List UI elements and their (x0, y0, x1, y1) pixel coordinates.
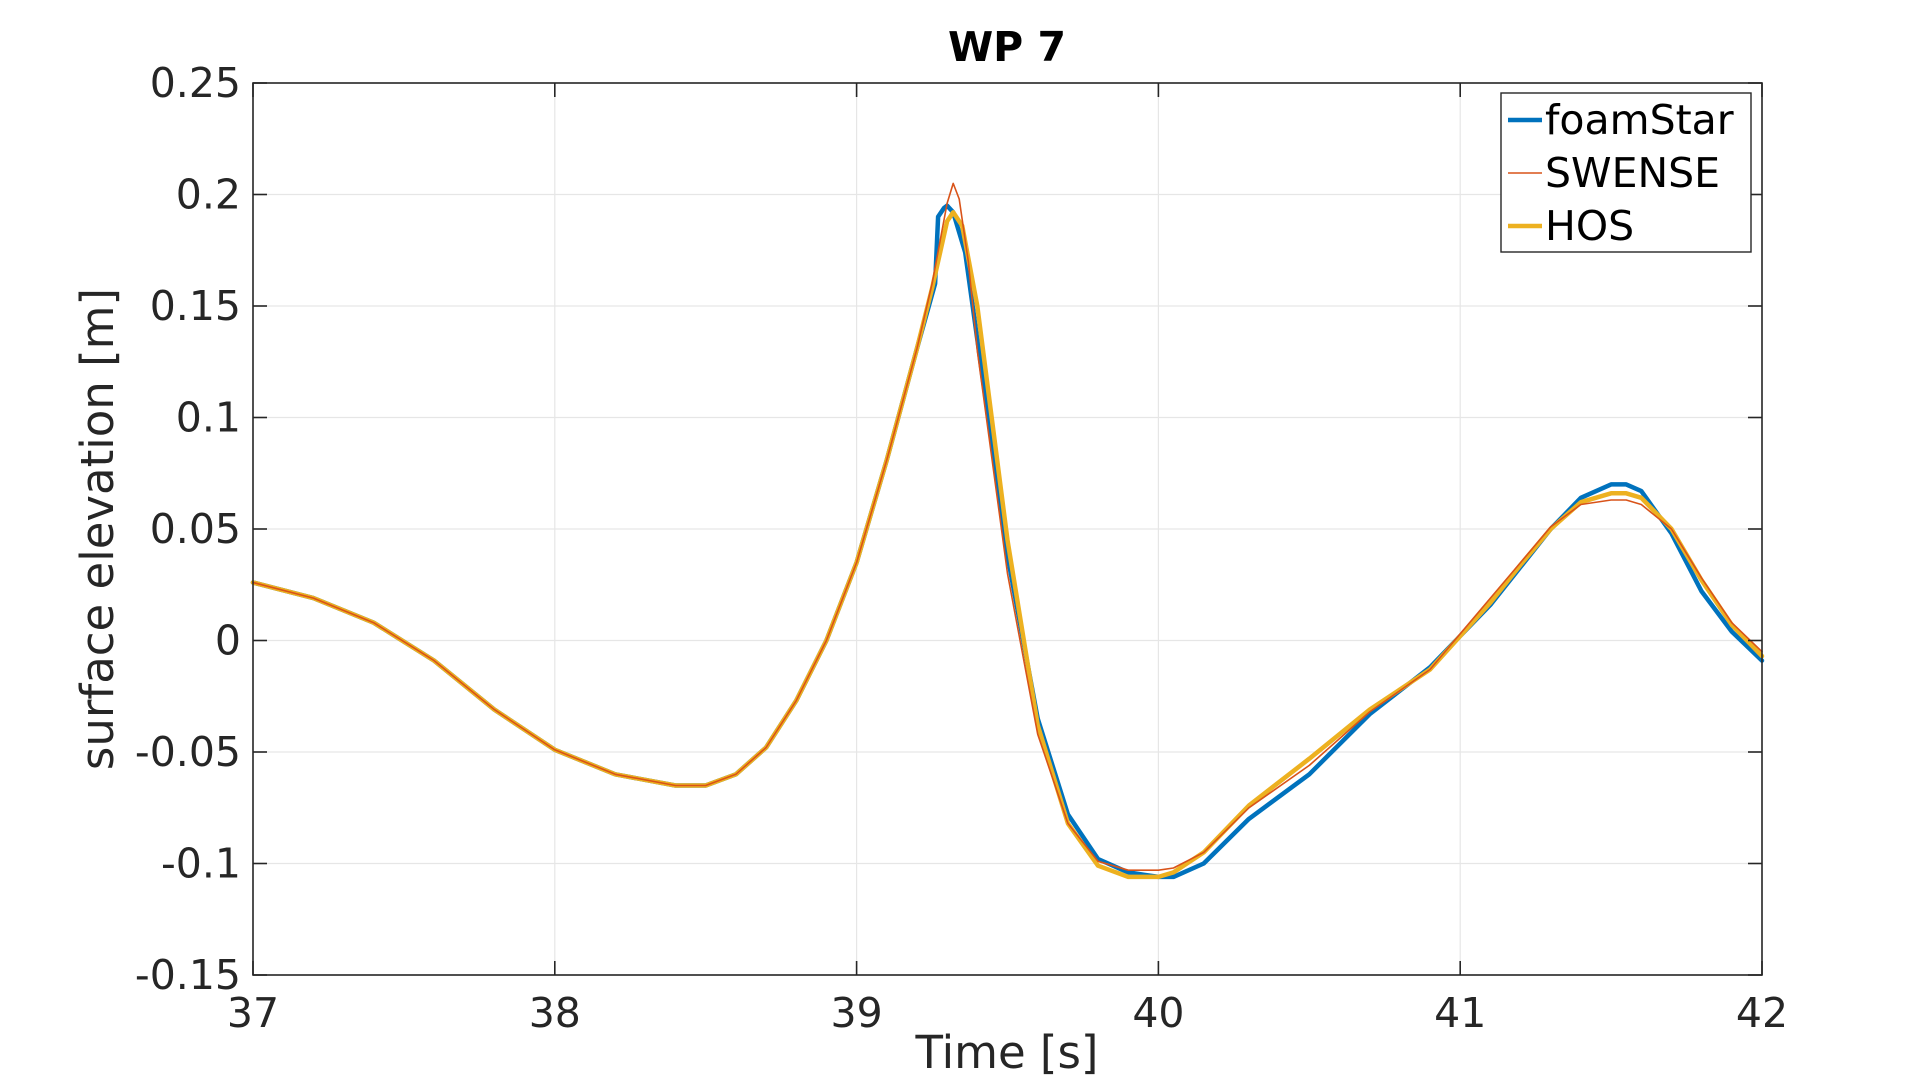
legend-box (1500, 92, 1752, 253)
y-tick-label: -0.1 (161, 840, 241, 888)
y-tick-label: -0.15 (135, 951, 241, 999)
chart-title: WP 7 (948, 23, 1066, 71)
y-axis-label: surface elevation [m] (71, 288, 124, 770)
legend-label-foamstar: foamStar (1545, 96, 1734, 144)
y-tick-label: 0 (215, 617, 241, 665)
y-tick-labels: -0.15 -0.1 -0.05 0 0.05 0.1 0.15 0.2 0.25 (135, 59, 241, 999)
legend-label-hos: HOS (1545, 202, 1634, 250)
y-tick-label: 0.05 (150, 505, 241, 553)
legend: foamStar SWENSE HOS (1500, 92, 1752, 253)
legend-label-swense: SWENSE (1545, 149, 1720, 197)
x-tick-label: 37 (227, 989, 279, 1037)
x-tick-labels: 37 38 39 40 41 42 (227, 989, 1788, 1037)
y-tick-label: 0.1 (176, 394, 241, 442)
y-tick-label: 0.15 (150, 282, 241, 330)
x-tick-label: 42 (1736, 989, 1788, 1037)
x-tick-label: 40 (1132, 989, 1184, 1037)
y-tick-label: 0.25 (150, 59, 241, 107)
tick-marks (252, 82, 1763, 976)
x-tick-label: 38 (529, 989, 581, 1037)
x-axis-label: Time [s] (915, 1026, 1099, 1079)
legend-items: foamStar SWENSE HOS (1508, 96, 1734, 250)
series-lines (250, 182, 1765, 880)
y-tick-label: 0.2 (176, 171, 241, 219)
x-tick-label: 39 (831, 989, 883, 1037)
x-tick-label: 41 (1434, 989, 1486, 1037)
series-line-swense (252, 182, 1763, 872)
y-tick-label: -0.05 (135, 728, 241, 776)
